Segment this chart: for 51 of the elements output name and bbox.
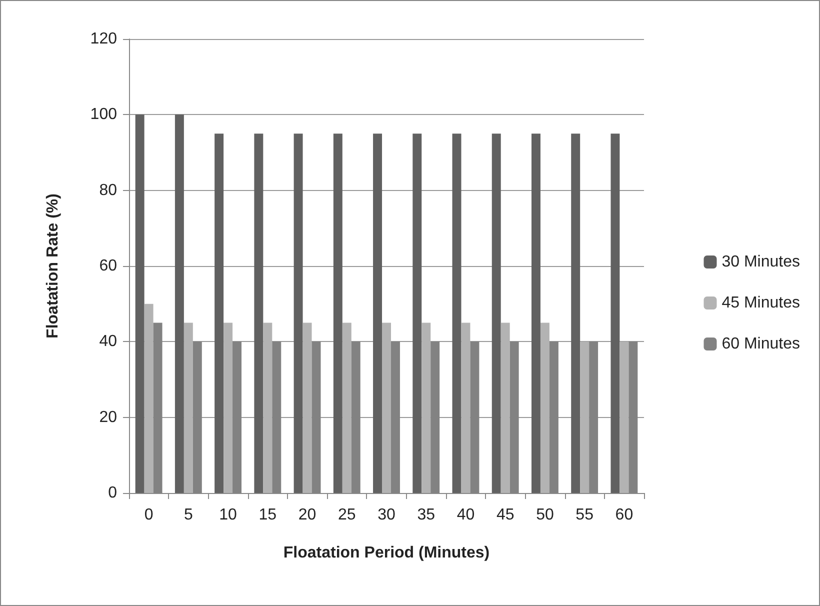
x-tick-label: 55 — [576, 506, 594, 524]
bar — [412, 134, 422, 493]
bar — [620, 342, 629, 493]
x-tick-label: 10 — [219, 506, 238, 524]
bar — [294, 134, 303, 493]
bar — [500, 322, 510, 493]
y-tick-label: 120 — [90, 30, 118, 48]
bar — [422, 322, 431, 493]
bar — [382, 322, 391, 493]
bar — [184, 322, 193, 493]
bar — [571, 134, 580, 493]
bar — [333, 134, 342, 493]
bar — [302, 322, 312, 493]
x-axis-title: Floatation Period (Minutes) — [283, 544, 490, 562]
bar — [610, 134, 620, 493]
bar — [342, 322, 352, 493]
legend-label: 30 Minutes — [722, 254, 800, 270]
y-tick-label: 60 — [99, 258, 118, 274]
x-tick-label: 60 — [615, 506, 634, 524]
x-tick-label: 0 — [144, 506, 154, 524]
bar — [224, 322, 233, 493]
x-tick-label: 45 — [496, 506, 514, 524]
legend-label: 60 Minutes — [722, 336, 800, 352]
x-tick-label: 25 — [338, 506, 356, 524]
bar — [492, 134, 501, 493]
x-tick-label: 40 — [456, 506, 475, 524]
y-axis-title: Floatation Rate (%) — [44, 194, 62, 338]
x-tick-label: 30 — [378, 506, 396, 524]
y-tick-label: 0 — [108, 484, 118, 502]
bar — [144, 304, 154, 493]
y-tick-label: 40 — [99, 333, 118, 350]
legend-label: 45 Minutes — [722, 294, 800, 312]
y-tick-label: 80 — [99, 182, 118, 199]
bar — [580, 342, 590, 493]
x-tick-label: 15 — [258, 506, 277, 524]
bar — [174, 114, 184, 493]
bar — [214, 134, 224, 493]
x-tick-label: 20 — [298, 506, 316, 524]
bar — [461, 322, 470, 493]
y-tick-label: 20 — [99, 408, 118, 426]
bar — [531, 134, 540, 493]
bar — [373, 134, 382, 493]
y-tick-label: 100 — [90, 106, 118, 124]
bar — [452, 134, 462, 493]
bar — [254, 134, 264, 493]
x-tick-label: 50 — [536, 506, 554, 524]
x-tick-label: 35 — [417, 506, 436, 524]
x-tick-label: 5 — [184, 506, 193, 524]
bar — [540, 322, 550, 493]
bar — [135, 114, 144, 493]
bar — [263, 322, 272, 493]
